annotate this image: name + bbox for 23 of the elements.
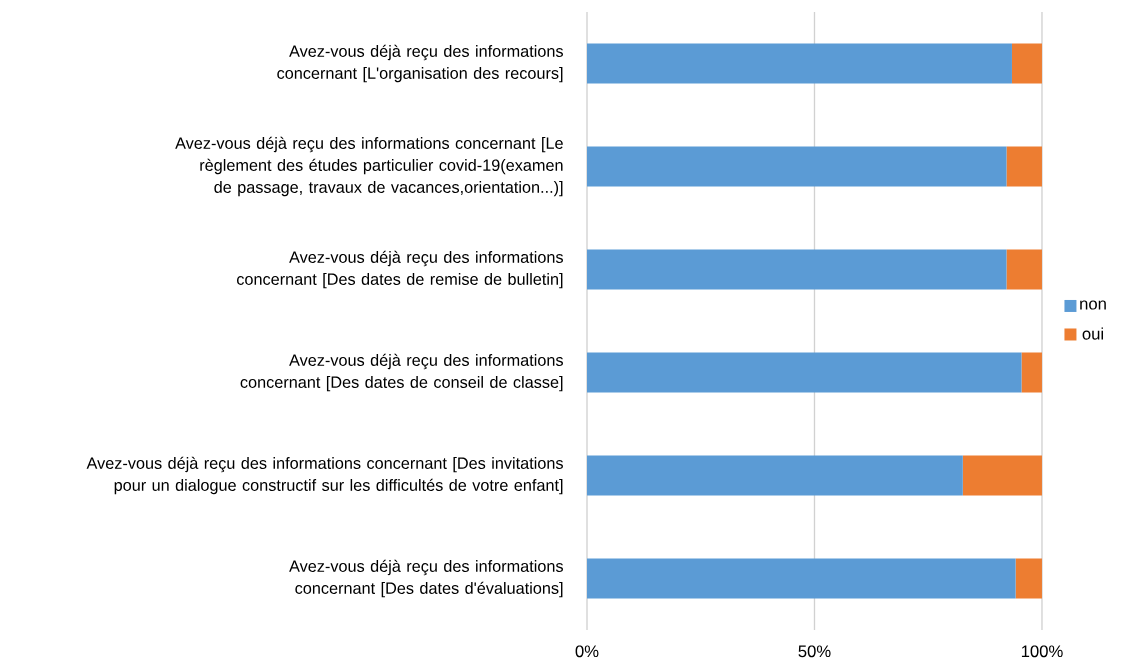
y-tick-label: Avez-vous déjà reçu des informations concernant [L'organisation des recours] <box>277 44 563 83</box>
x-tick-label: 100% <box>1021 645 1063 658</box>
bar <box>587 558 1016 599</box>
bar <box>1011 43 1042 84</box>
x-tick-label: 0% <box>575 645 599 658</box>
bar <box>1006 249 1042 290</box>
y-tick-label: Avez-vous déjà reçu des informations concernant [Des dates de remise de bulletin] <box>237 250 563 289</box>
bar <box>1006 146 1042 187</box>
bar <box>587 249 1007 290</box>
bar <box>587 43 1012 84</box>
bar <box>587 146 1007 187</box>
x-tick-label: 50% <box>798 645 831 658</box>
y-tick-label: Avez-vous déjà reçu des informations concernant [Des dates de conseil de classe] <box>240 353 563 392</box>
legend-label: oui <box>1082 327 1104 340</box>
y-tick-label: Avez-vous déjà reçu des informations concernant [Des dates d'évaluations] <box>289 559 563 598</box>
legend-label: non <box>1080 300 1106 310</box>
bar <box>962 455 1042 496</box>
y-tick-label: Avez-vous déjà reçu des informations concernant [Des invitations pour un dialogue constructif sur les difficultés de votre enfant] <box>86 456 563 495</box>
bar <box>587 455 963 496</box>
bar <box>1015 558 1042 599</box>
y-tick-label: Avez-vous déjà reçu des informations concernant [Le règlement des études particulier covid-19(examen de passage, travaux de vacances,orientation...)] <box>175 136 563 197</box>
bar <box>587 352 1022 393</box>
bar <box>1021 352 1042 393</box>
